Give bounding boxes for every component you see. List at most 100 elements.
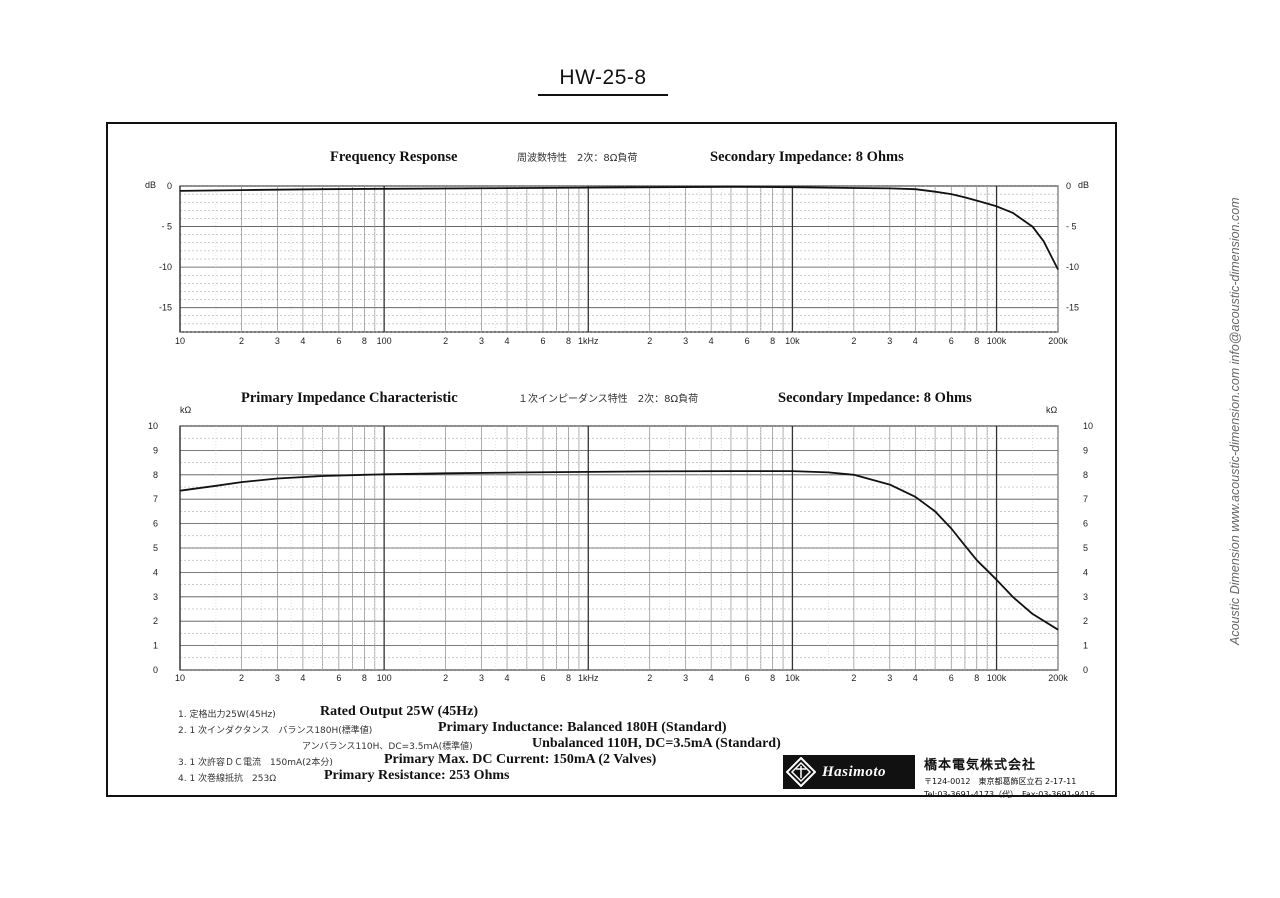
note-jp: 2. 1 次インダクタンス バランス180H(標準値): [178, 726, 373, 736]
specification-notes: 1. 定格出力25W(45Hz) Rated Output 25W (45Hz)…: [178, 704, 818, 784]
chart-subtitle: Secondary Impedance: 8 Ohms: [778, 390, 972, 406]
x-tick-label: 8: [770, 336, 775, 346]
x-tick-label: 200k: [1048, 336, 1068, 346]
y-tick-label-right: 1: [1083, 641, 1088, 651]
y-tick-label-right: 6: [1083, 519, 1088, 529]
y-tick-label-left: 7: [153, 494, 158, 504]
x-tick-label: 4: [300, 673, 305, 683]
x-tick-label: 10k: [785, 673, 800, 683]
x-tick-label: 3: [887, 673, 892, 683]
y-tick-label-left: 1: [153, 641, 158, 651]
x-tick-label: 3: [479, 673, 484, 683]
chart-title-jp: １次インピーダンス特性 2次：8Ω負荷: [518, 392, 698, 405]
x-tick-label: 8: [362, 336, 367, 346]
x-tick-label: 6: [745, 336, 750, 346]
x-tick-label: 2: [239, 336, 244, 346]
x-tick-label: 100: [377, 673, 392, 683]
y-tick-label-right: - 5: [1066, 222, 1077, 232]
y-tick-label-right: -10: [1066, 262, 1079, 272]
x-tick-label: 6: [540, 673, 545, 683]
x-tick-label: 10k: [785, 336, 800, 346]
x-tick-label: 1kHz: [578, 336, 599, 346]
company-info: 橋本電気株式会社 〒124-0012 東京都葛飾区立石 2-17-11 Tel:…: [924, 754, 1095, 800]
y-tick-label-left: 3: [153, 592, 158, 602]
note-jp: 3. 1 次許容ＤＣ電流 150mA(2本分): [178, 758, 333, 768]
y-unit-left: dB: [145, 180, 156, 190]
x-tick-label: 4: [913, 336, 918, 346]
y-tick-label-right: 8: [1083, 470, 1088, 480]
x-tick-label: 6: [949, 336, 954, 346]
y-tick-label-right: 0: [1066, 181, 1071, 191]
x-tick-label: 4: [505, 673, 510, 683]
x-tick-label: 3: [479, 336, 484, 346]
x-tick-label: 3: [683, 673, 688, 683]
logo-text: Hasimoto: [822, 763, 887, 780]
x-tick-label: 8: [362, 673, 367, 683]
x-tick-label: 4: [505, 336, 510, 346]
y-tick-label-left: 0: [153, 665, 158, 675]
y-tick-label-right: 10: [1083, 421, 1093, 431]
x-tick-label: 4: [300, 336, 305, 346]
company-address: 〒124-0012 東京都葛飾区立石 2-17-11: [924, 777, 1077, 786]
x-tick-label: 6: [336, 336, 341, 346]
x-tick-label: 100k: [987, 673, 1007, 683]
note-rated-output: 1. 定格出力25W(45Hz) Rated Output 25W (45Hz): [178, 704, 818, 720]
y-tick-label-left: 8: [153, 470, 158, 480]
note-resistance: 4. 1 次巻線抵抗 253Ω Primary Resistance: 253 …: [178, 768, 818, 784]
x-tick-label: 6: [949, 673, 954, 683]
y-tick-label-right: 4: [1083, 567, 1088, 577]
frequency-response-chart: 10 2 3 4 6 8 100 2 3 4 6 8 1kHz 2 3 4 6 8 10k 2 3 4 6 8 100k 200k…: [145, 149, 1089, 346]
y-tick-label-left: -15: [159, 303, 172, 313]
y-unit-right: dB: [1078, 180, 1089, 190]
x-tick-label: 4: [913, 673, 918, 683]
chart-title: Frequency Response: [330, 149, 458, 165]
x-tick-label: 4: [709, 336, 714, 346]
company-logo: Hasimoto: [783, 755, 915, 789]
x-tick-label: 2: [647, 336, 652, 346]
note-jp: 1. 定格出力25W(45Hz): [178, 710, 276, 720]
x-tick-label: 10: [175, 336, 185, 346]
note-en: Primary Resistance: 253 Ohms: [324, 768, 510, 783]
x-tick-label: 6: [336, 673, 341, 683]
chart-title: Primary Impedance Characteristic: [241, 390, 458, 406]
watermark-text: Acoustic Dimension www.acoustic-dimensio…: [1228, 197, 1242, 645]
x-tick-label: 1kHz: [578, 673, 599, 683]
company-name: 橋本電気株式会社: [924, 758, 1037, 773]
note-primary-inductance: 2. 1 次インダクタンス バランス180H(標準値) Primary Indu…: [178, 720, 818, 736]
series-line: [179, 185, 1059, 270]
note-en: Primary Max. DC Current: 150mA (2 Valves…: [384, 752, 657, 767]
x-tick-label: 3: [275, 336, 280, 346]
y-unit-right: kΩ: [1046, 405, 1058, 415]
y-tick-label-left: 0: [167, 181, 172, 191]
x-tick-label: 6: [745, 673, 750, 683]
y-tick-label-right: 5: [1083, 543, 1088, 553]
x-tick-label: 8: [974, 673, 979, 683]
y-tick-label-left: 6: [153, 519, 158, 529]
y-unit-left: kΩ: [180, 405, 192, 415]
diamond-logo-icon: [786, 757, 816, 787]
y-tick-label-left: 10: [148, 421, 158, 431]
x-tick-label: 8: [974, 336, 979, 346]
x-tick-label: 3: [683, 336, 688, 346]
y-tick-label-left: 9: [153, 445, 158, 455]
x-tick-label: 3: [275, 673, 280, 683]
y-tick-label-right: 7: [1083, 494, 1088, 504]
note-dc-current: 3. 1 次許容ＤＣ電流 150mA(2本分) Primary Max. DC …: [178, 752, 818, 768]
x-tick-label: 8: [566, 673, 571, 683]
x-tick-label: 10: [175, 673, 185, 683]
series-line: [179, 470, 1059, 631]
plot-area: [179, 185, 1059, 333]
x-tick-label: 2: [239, 673, 244, 683]
datasheet-frame: [106, 122, 1117, 797]
note-en: Rated Output 25W (45Hz): [320, 704, 479, 719]
company-phone: Tel:03-3691-4173（代） Fax:03-3691-9416: [924, 790, 1095, 799]
x-tick-label: 2: [443, 673, 448, 683]
y-tick-label-left: - 5: [161, 222, 172, 232]
x-tick-label: 2: [851, 336, 856, 346]
x-tick-label: 2: [647, 673, 652, 683]
y-tick-label-right: 3: [1083, 592, 1088, 602]
x-tick-label: 200k: [1048, 673, 1068, 683]
page-title: HW-25-8: [538, 66, 668, 96]
note-unbalanced: アンバランス110H、DC=3.5ｍA(標準値) Unbalanced 110H…: [178, 736, 818, 752]
